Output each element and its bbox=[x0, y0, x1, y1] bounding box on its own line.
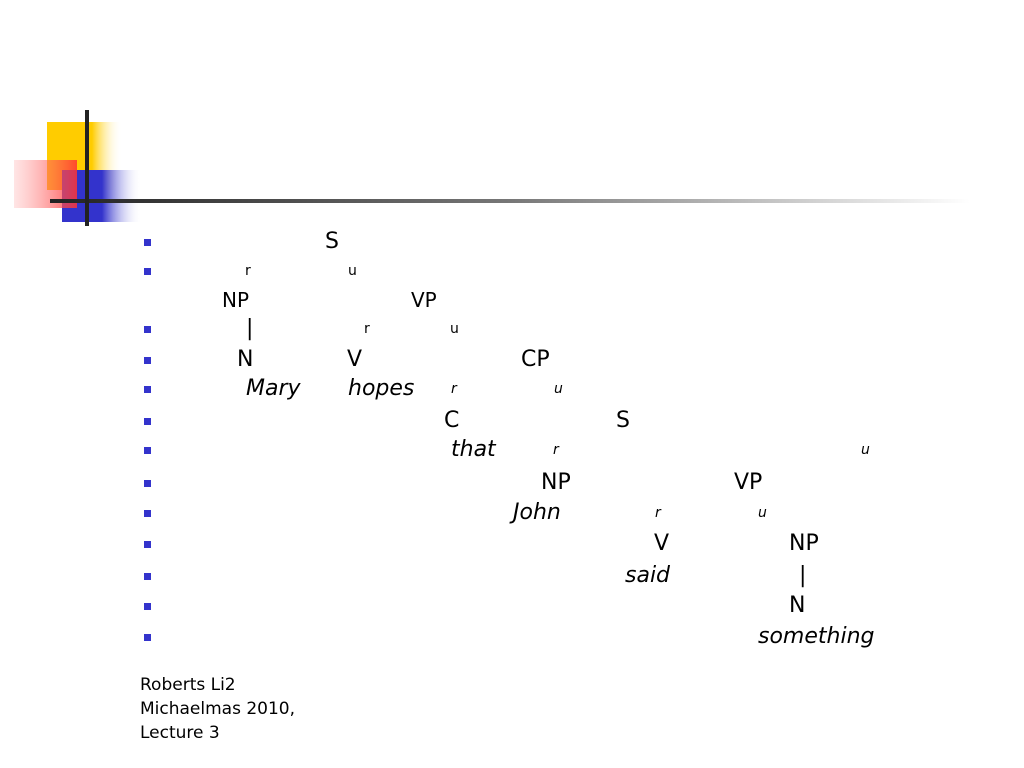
tree-node: r bbox=[451, 381, 457, 398]
tree-node: r bbox=[655, 505, 661, 522]
bullet bbox=[144, 510, 151, 517]
bullet bbox=[144, 634, 151, 641]
tree-node: S bbox=[325, 228, 339, 254]
tree-node: r bbox=[364, 321, 370, 338]
tree-node: u bbox=[348, 263, 357, 280]
title-rule bbox=[50, 199, 970, 203]
tree-node: NP bbox=[789, 530, 819, 556]
bullet bbox=[144, 573, 151, 580]
tree-node: C bbox=[444, 407, 460, 433]
tree-node: John bbox=[513, 499, 561, 525]
tree-node: u bbox=[758, 505, 767, 522]
footer-text: Michaelmas 2010, bbox=[140, 699, 296, 719]
tree-node: said bbox=[625, 562, 671, 588]
tree-node: | bbox=[799, 562, 807, 588]
bullet bbox=[144, 268, 151, 275]
tree-node: u bbox=[554, 381, 563, 398]
bullet bbox=[144, 386, 151, 393]
tree-node: S bbox=[616, 407, 630, 433]
tree-node: something bbox=[758, 623, 875, 649]
tree-node: NP bbox=[541, 469, 571, 495]
tree-node: Mary bbox=[246, 375, 301, 401]
tree-node: r bbox=[245, 263, 251, 280]
tree-node: u bbox=[450, 321, 459, 338]
tree-node: N bbox=[237, 346, 254, 372]
tree-node: V bbox=[654, 530, 670, 556]
decoration bbox=[14, 110, 970, 226]
tree-node: NP bbox=[222, 288, 250, 312]
bullet bbox=[144, 541, 151, 548]
footer-text: Lecture 3 bbox=[140, 723, 220, 743]
tree-node: u bbox=[861, 442, 870, 459]
vertical-rule bbox=[85, 110, 89, 226]
footer-text: Roberts Li2 bbox=[140, 675, 236, 695]
tree-node: | bbox=[246, 315, 254, 341]
bullet bbox=[144, 357, 151, 364]
tree-node: VP bbox=[411, 288, 437, 312]
bullet bbox=[144, 326, 151, 333]
tree-node: that bbox=[451, 436, 496, 462]
tree-node: r bbox=[553, 442, 559, 459]
bullet bbox=[144, 480, 151, 487]
tree-node: V bbox=[347, 346, 363, 372]
bullet bbox=[144, 603, 151, 610]
tree-node: hopes bbox=[348, 375, 415, 401]
tree-node: CP bbox=[521, 346, 550, 372]
bullet bbox=[144, 447, 151, 454]
bullet bbox=[144, 418, 151, 425]
bullet bbox=[144, 239, 151, 246]
tree-node: N bbox=[789, 592, 806, 618]
tree-node: VP bbox=[734, 469, 763, 495]
